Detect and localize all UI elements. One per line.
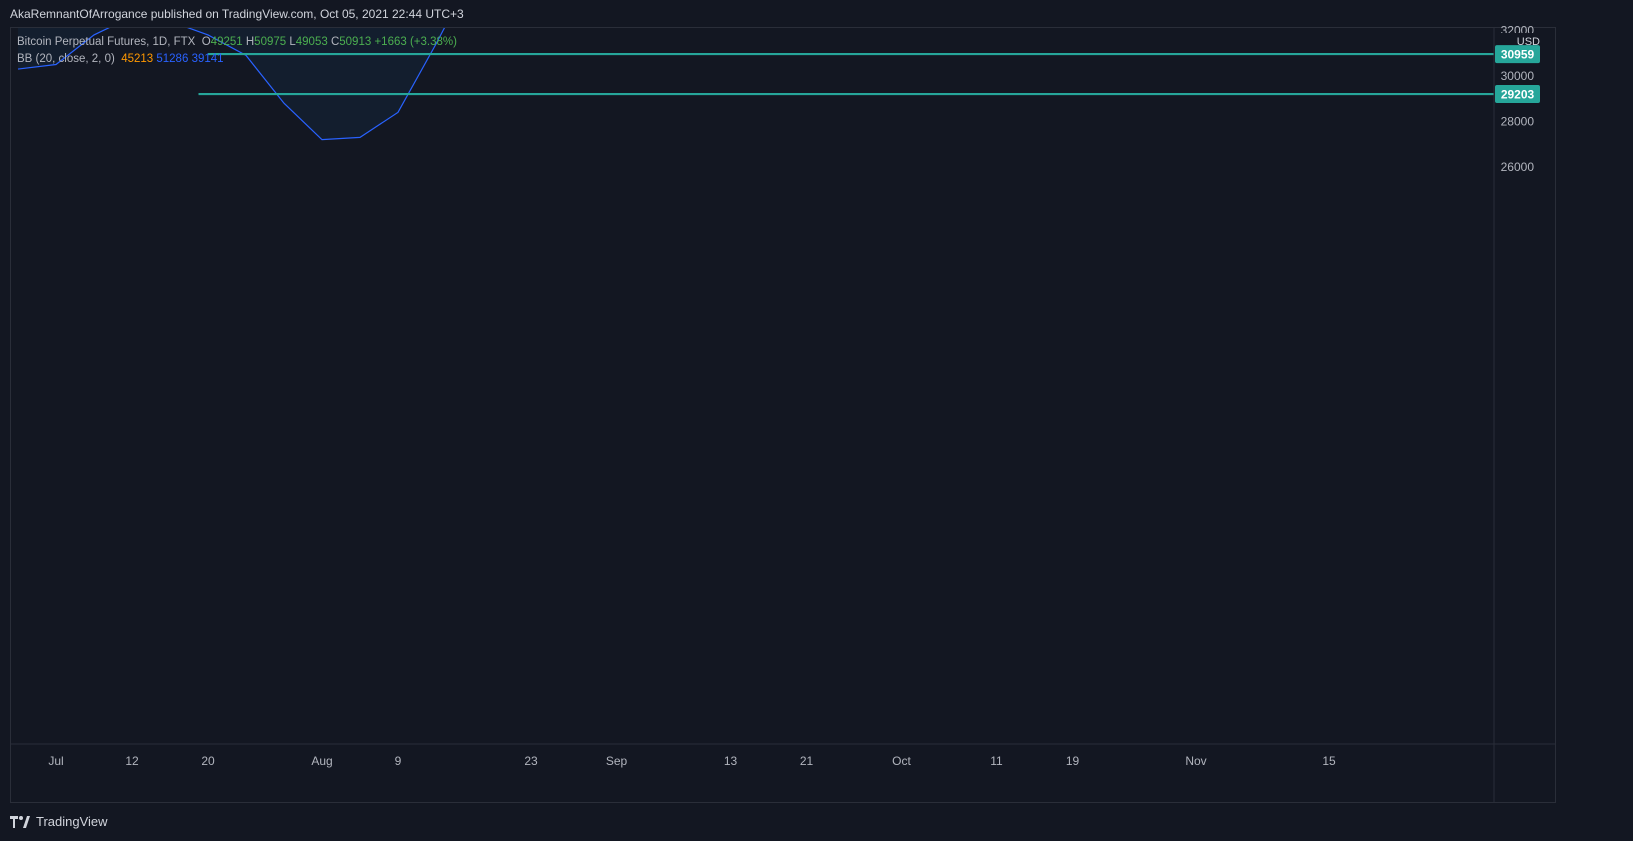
close-value: 50913: [339, 36, 372, 48]
publisher-bar: AkaRemnantOfArrogance published on Tradi…: [0, 0, 1633, 27]
low-value: 49053: [295, 36, 328, 48]
x-axis-tick-label: 13: [724, 754, 738, 768]
x-axis-tick-label: Sep: [606, 754, 628, 768]
x-axis-tick-label: 9: [395, 754, 402, 768]
y-axis-tick-label: 26000: [1501, 160, 1535, 174]
x-axis-tick-label: 12: [125, 754, 139, 768]
high-value: 50975: [254, 36, 287, 48]
candle[interactable]: [34, 0, 41, 12]
footer-bar: [0, 803, 1633, 841]
bb-band-fill: [18, 28, 445, 140]
publisher-text: AkaRemnantOfArrogance published on Tradi…: [10, 7, 464, 21]
tradingview-logo-icon: [10, 815, 30, 828]
x-axis-tick-label: 19: [1066, 754, 1080, 768]
bb-upper-value: 51286: [156, 53, 189, 65]
x-axis-tick-label: Nov: [1185, 754, 1206, 768]
x-axis-tick-label: Aug: [311, 754, 332, 768]
currency-label[interactable]: USD: [1517, 36, 1540, 48]
x-axis-tick-label: 15: [1322, 754, 1336, 768]
bb-label[interactable]: BB (20, close, 2, 0): [17, 53, 115, 65]
chart-pane[interactable]: [10, 27, 1556, 803]
x-axis-tick-label: Jul: [48, 754, 63, 768]
y-axis-tick-label: 30000: [1501, 69, 1535, 83]
open-value: 49251: [210, 36, 243, 48]
candle[interactable]: [24, 0, 31, 8]
symbol-name[interactable]: Bitcoin Perpetual Futures, 1D, FTX: [17, 36, 196, 48]
brand-text: TradingView: [36, 814, 108, 829]
x-axis-tick-label: 21: [800, 754, 814, 768]
bb-legend[interactable]: BB (20, close, 2, 0) 45213 51286 39141: [17, 51, 457, 68]
close-label: C: [330, 36, 340, 48]
bb-lower-value: 39141: [191, 53, 224, 65]
chart-legend: Bitcoin Perpetual Futures, 1D, FTX O4925…: [17, 34, 457, 68]
x-axis-tick-label: 23: [524, 754, 538, 768]
price-level-tag-label: 30959: [1501, 48, 1535, 62]
open-label: O: [201, 36, 211, 48]
y-axis-tick-label: 28000: [1501, 114, 1535, 128]
bb-lower-line: [17, 28, 446, 141]
price-level-tag-label: 29203: [1501, 88, 1535, 102]
x-axis-tick-label: 20: [201, 754, 215, 768]
bb-basis-value: 45213: [121, 53, 154, 65]
price-level-tag[interactable]: [1495, 85, 1540, 104]
plot-area[interactable]: DAİLY SUPPLY ZONE 10: [10, 0, 1494, 141]
change-value: +1663 (+3.38%): [374, 36, 457, 48]
tradingview-brand[interactable]: TradingView: [10, 814, 108, 829]
low-label: L: [289, 36, 296, 48]
symbol-legend[interactable]: Bitcoin Perpetual Futures, 1D, FTX O4925…: [17, 34, 457, 51]
currency-badge[interactable]: [1498, 33, 1546, 49]
price-level-tag[interactable]: [1495, 45, 1540, 64]
x-axis-tick-label: 11: [990, 754, 1003, 768]
high-label: H: [245, 36, 255, 48]
x-axis-tick-label: Oct: [892, 754, 911, 768]
